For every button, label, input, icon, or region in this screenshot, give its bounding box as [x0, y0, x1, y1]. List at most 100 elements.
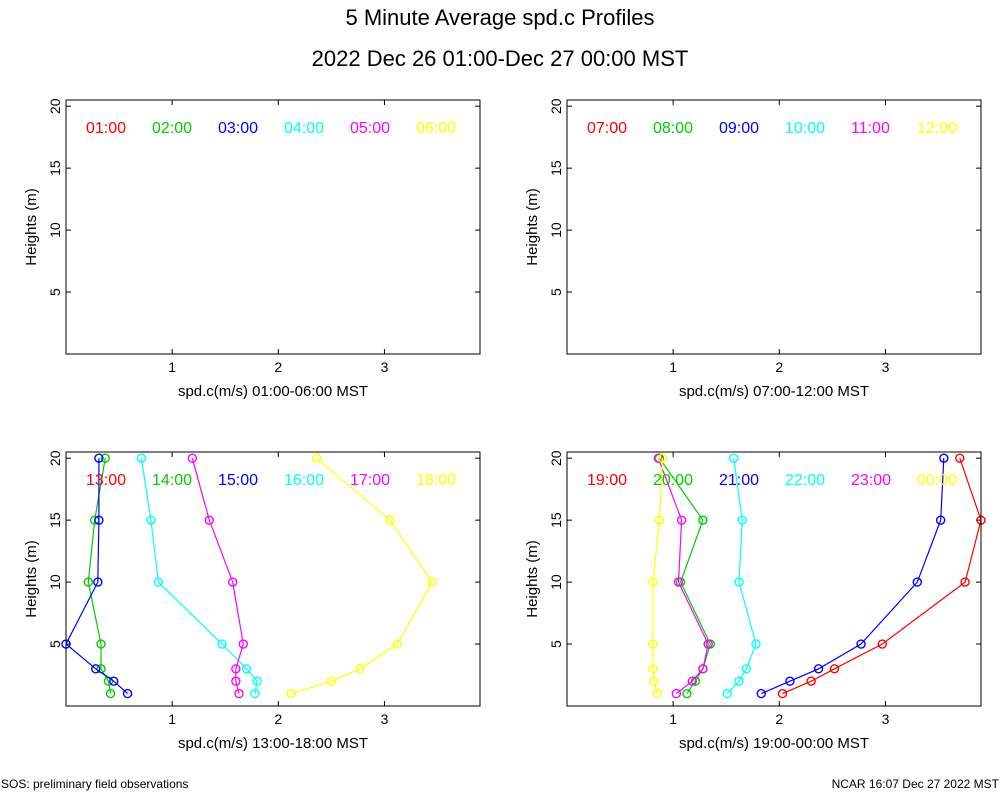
- data-point: [648, 639, 658, 649]
- data-point: [250, 688, 260, 699]
- data-point: [648, 664, 658, 674]
- data-point: [94, 515, 104, 525]
- data-point: [777, 688, 788, 699]
- legend-entry-0200: 02:00: [152, 120, 192, 137]
- data-point: [877, 639, 887, 649]
- data-point: [652, 688, 662, 699]
- legend-entry-0600: 06:00: [416, 120, 456, 137]
- axis-ticks: [66, 452, 480, 706]
- legend-entry-2000: 20:00: [653, 472, 693, 489]
- footer-left: SOS: preliminary field observations: [1, 777, 188, 791]
- data-point: [91, 664, 101, 674]
- data-point: [687, 676, 697, 686]
- data-point: [654, 515, 665, 525]
- data-point: [96, 639, 106, 649]
- data-point: [427, 577, 437, 587]
- x-axis-label: spd.c(m/s) 13:00-18:00 MST: [178, 735, 368, 752]
- data-point: [238, 639, 248, 649]
- legend-entry-1000: 10:00: [785, 120, 825, 137]
- legend-entry-0500: 05:00: [350, 120, 390, 137]
- x-tick-label: 2: [274, 359, 282, 375]
- x-tick-label: 3: [381, 711, 389, 727]
- x-tick-label: 1: [669, 359, 677, 375]
- data-point: [93, 577, 103, 587]
- legend-entry-0400: 04:00: [284, 120, 324, 137]
- legend-entry-1400: 14:00: [152, 472, 192, 489]
- data-point: [311, 453, 322, 463]
- data-point: [657, 453, 668, 463]
- data-point: [829, 664, 840, 674]
- x-tick-label: 2: [274, 711, 282, 727]
- data-point: [392, 639, 402, 649]
- legend-entry-0700: 07:00: [587, 120, 627, 137]
- data-point: [741, 664, 752, 674]
- data-point: [355, 664, 365, 674]
- data-point: [187, 453, 198, 463]
- plot-frame: [65, 451, 481, 707]
- x-tick-label: 3: [882, 711, 890, 727]
- data-point: [217, 639, 227, 649]
- plot-frame: [566, 451, 982, 707]
- data-point: [698, 515, 708, 525]
- series-line-1600: [140, 458, 258, 694]
- y-tick-label: 15: [47, 512, 63, 528]
- y-tick-label: 10: [548, 222, 564, 238]
- data-point: [385, 515, 395, 525]
- y-tick-label: 10: [47, 222, 63, 238]
- legend-entry-0000: 00:00: [917, 472, 957, 489]
- x-tick-label: 2: [775, 359, 783, 375]
- data-point: [671, 688, 682, 699]
- y-tick-label: 5: [548, 288, 564, 296]
- data-point: [813, 664, 824, 674]
- data-point: [227, 577, 238, 587]
- data-point: [673, 577, 684, 587]
- legend-entry-1500: 15:00: [218, 472, 258, 489]
- data-point: [698, 664, 708, 674]
- data-point: [676, 515, 687, 525]
- panel-1: 1 2 3 5 10 15 20 spd.c(m/s) 01:00-06:00 MST Heig…: [23, 98, 481, 400]
- legend-entry-1900: 19:00: [587, 472, 627, 489]
- data-point: [649, 676, 659, 686]
- data-point: [935, 515, 946, 525]
- y-tick-label: 5: [47, 288, 63, 296]
- series-line-1800: [290, 457, 433, 695]
- series-line-2100: [761, 458, 945, 695]
- series-line-2300: [657, 457, 709, 695]
- panel-4: 1 2 3 5 10 15 20 spd.c(m/s) 19:00-00:00 MST Heig…: [524, 450, 986, 752]
- legend-entry-2200: 22:00: [785, 472, 825, 489]
- panel-2: 1 2 3 5 10 15 20 spd.c(m/s) 07:00-12:00 MST Heig…: [524, 98, 982, 400]
- series-line-1900: [782, 458, 982, 695]
- x-tick-label: 3: [882, 359, 890, 375]
- legend-entry-2100: 21:00: [719, 472, 759, 489]
- x-tick-label: 1: [669, 711, 677, 727]
- data-point: [146, 515, 156, 525]
- y-tick-label: 15: [548, 512, 564, 528]
- y-tick-label: 5: [548, 640, 564, 648]
- y-axis-label: Heights (m): [23, 540, 40, 618]
- legend-entry-1800: 18:00: [416, 472, 456, 489]
- data-point: [960, 577, 970, 587]
- x-tick-label: 2: [775, 711, 783, 727]
- y-axis-label: Heights (m): [23, 188, 40, 266]
- legend-entry-1100: 11:00: [851, 120, 890, 137]
- data-point: [252, 676, 262, 686]
- legend-entry-1700: 17:00: [350, 472, 390, 489]
- axis-ticks: [66, 100, 480, 354]
- data-point: [734, 577, 744, 587]
- legend-entry-1200: 12:00: [917, 120, 957, 137]
- plot-frame: [65, 99, 481, 355]
- data-point: [912, 577, 923, 587]
- legend-entry-0800: 08:00: [653, 120, 693, 137]
- data-point: [734, 676, 744, 686]
- y-tick-label: 5: [47, 640, 63, 648]
- data-point: [94, 453, 104, 463]
- data-point: [856, 639, 866, 649]
- series-line-1700: [191, 458, 244, 694]
- x-tick-label: 1: [168, 711, 176, 727]
- y-tick-label: 20: [548, 450, 564, 466]
- x-tick-label: 1: [168, 359, 176, 375]
- data-point: [326, 676, 337, 686]
- y-tick-label: 20: [548, 98, 564, 114]
- data-point: [136, 453, 147, 463]
